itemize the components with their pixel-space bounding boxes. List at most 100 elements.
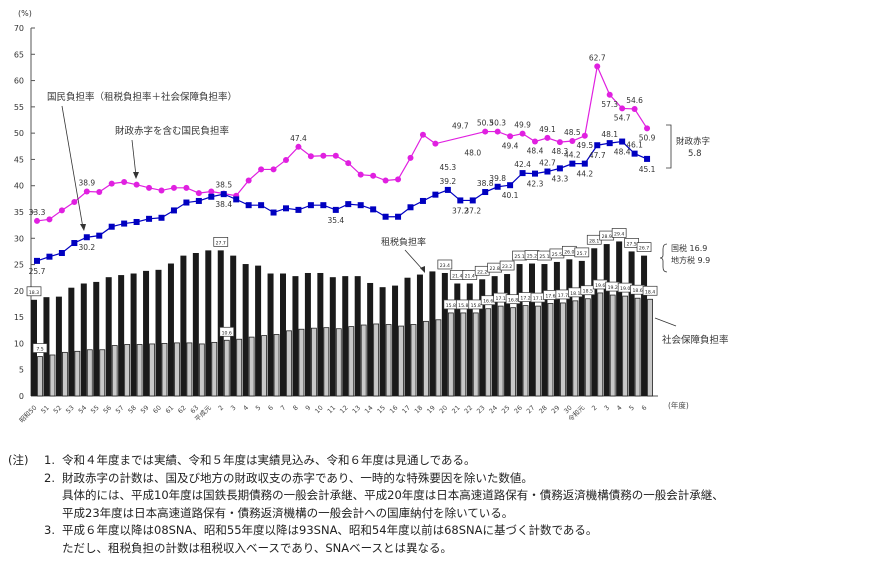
y-tick-label: 10 bbox=[14, 339, 24, 348]
svg-text:27.7: 27.7 bbox=[216, 240, 226, 246]
tax-burden-bar bbox=[242, 264, 249, 396]
social-security-bar bbox=[86, 349, 93, 397]
total-value-label: 38.4 bbox=[215, 200, 232, 209]
social-security-bar bbox=[273, 334, 280, 397]
total-value-label: 47.7 bbox=[589, 151, 606, 160]
tax-burden-bar bbox=[628, 251, 635, 396]
bar-value-label: 27.7 bbox=[213, 237, 229, 247]
social-security-bar bbox=[286, 330, 292, 397]
deficit-value-label: 62.7 bbox=[589, 53, 606, 62]
x-tick-label: 7 bbox=[279, 404, 288, 413]
x-tick-label: 27 bbox=[525, 404, 537, 416]
social-security-bar bbox=[584, 298, 591, 397]
tax-burden-bar bbox=[566, 259, 573, 396]
bar-value-label: 22.8 bbox=[487, 262, 502, 273]
total-point bbox=[619, 138, 626, 145]
social-security-bar bbox=[410, 324, 417, 397]
svg-text:19.2: 19.2 bbox=[608, 285, 618, 291]
tax-burden-bar bbox=[491, 276, 498, 396]
tax-burden-bar bbox=[591, 248, 598, 396]
x-tick-label: 21 bbox=[450, 404, 462, 416]
bar-value-label: 18.5 bbox=[580, 285, 596, 296]
total-point bbox=[208, 193, 215, 200]
tax-burden-bar bbox=[292, 276, 299, 396]
deficit-point bbox=[121, 179, 128, 186]
total-point bbox=[395, 213, 402, 220]
svg-text:18.6: 18.6 bbox=[632, 288, 642, 294]
total-value-label: 37.2 bbox=[464, 206, 481, 215]
x-tick-label: 30 bbox=[562, 404, 574, 416]
x-tick-label: 19 bbox=[425, 404, 437, 416]
total-point bbox=[195, 197, 202, 204]
social-security-bar bbox=[373, 323, 380, 397]
bar-value-label: 26.0 bbox=[561, 245, 577, 256]
bar-value-label: 25.1 bbox=[537, 250, 552, 261]
deficit-burden-annotation: 財政赤字を含む国民負担率 bbox=[115, 125, 230, 137]
deficit-point bbox=[507, 133, 514, 140]
total-point bbox=[644, 155, 651, 162]
svg-text:27.5: 27.5 bbox=[626, 241, 636, 247]
y-tick-label: 15 bbox=[14, 313, 24, 322]
total-point bbox=[121, 220, 128, 227]
deficit-value-label: 48.3 bbox=[552, 147, 569, 156]
deficit-point bbox=[432, 140, 439, 147]
social-security-annotation: 社会保障負担率 bbox=[662, 334, 729, 346]
bar-value-label: 17.1 bbox=[530, 292, 546, 303]
social-security-bar bbox=[647, 298, 653, 397]
tax-burden-bar bbox=[603, 244, 610, 396]
bar-value-label: 17.1 bbox=[493, 292, 508, 303]
tax-burden-bar bbox=[230, 255, 237, 396]
tax-burden-bar bbox=[504, 274, 511, 396]
svg-text:17.2: 17.2 bbox=[520, 296, 530, 302]
deficit-point bbox=[270, 166, 277, 173]
deficit-value-label: 49.1 bbox=[539, 125, 556, 134]
bar-value-label: 10.6 bbox=[219, 326, 235, 337]
x-tick-label: 57 bbox=[114, 404, 126, 416]
tax-burden-bar bbox=[404, 277, 411, 396]
total-point bbox=[58, 250, 65, 257]
footnote-3: 3. 平成６年度以降は08SNA、昭和55年度以降は93SNA、昭和54年度以前… bbox=[44, 523, 598, 537]
tax-burden-bar bbox=[329, 277, 336, 396]
svg-text:28.1: 28.1 bbox=[589, 238, 599, 244]
bar-value-label: 28.9 bbox=[599, 230, 615, 241]
total-point bbox=[457, 197, 464, 204]
deficit-point bbox=[619, 105, 626, 112]
social-security-bar bbox=[174, 342, 180, 397]
x-tick-label: 11 bbox=[326, 404, 338, 416]
svg-text:25.7: 25.7 bbox=[577, 251, 587, 257]
svg-text:26.7: 26.7 bbox=[639, 246, 649, 252]
deficit-point bbox=[34, 217, 40, 224]
total-point bbox=[482, 189, 489, 196]
deficit-point bbox=[519, 130, 526, 137]
bar-value-label: 16.6 bbox=[480, 295, 496, 306]
tax-burden-bar bbox=[130, 273, 137, 396]
tax-burden-bar bbox=[55, 296, 62, 396]
bar-value-label: 26.7 bbox=[636, 242, 652, 252]
deficit-point bbox=[195, 190, 202, 197]
x-tick-label: 2 bbox=[590, 404, 599, 413]
total-point bbox=[606, 140, 613, 147]
tax-burden-bar bbox=[553, 261, 560, 396]
total-point bbox=[83, 234, 90, 241]
svg-text:19.0: 19.0 bbox=[620, 286, 630, 292]
social-security-bar bbox=[74, 350, 81, 397]
tax-burden-bar bbox=[479, 279, 486, 396]
social-security-bar bbox=[223, 339, 230, 397]
social-security-bar bbox=[198, 343, 205, 397]
x-tick-label: 55 bbox=[89, 404, 101, 416]
total-point bbox=[295, 206, 302, 213]
bar-value-label: 21.4 bbox=[462, 270, 478, 280]
social-security-bar bbox=[609, 294, 616, 397]
deficit-point bbox=[594, 63, 601, 70]
x-tick-label: 52 bbox=[52, 404, 64, 416]
x-tick-label: 59 bbox=[139, 404, 151, 416]
social-security-bar bbox=[261, 335, 268, 397]
tax-burden-bar bbox=[641, 255, 648, 396]
deficit-point bbox=[581, 132, 588, 139]
y-tick-label: 45 bbox=[14, 155, 24, 164]
social-security-bar bbox=[111, 345, 118, 397]
total-point bbox=[270, 209, 277, 216]
deficit-point bbox=[395, 176, 402, 183]
